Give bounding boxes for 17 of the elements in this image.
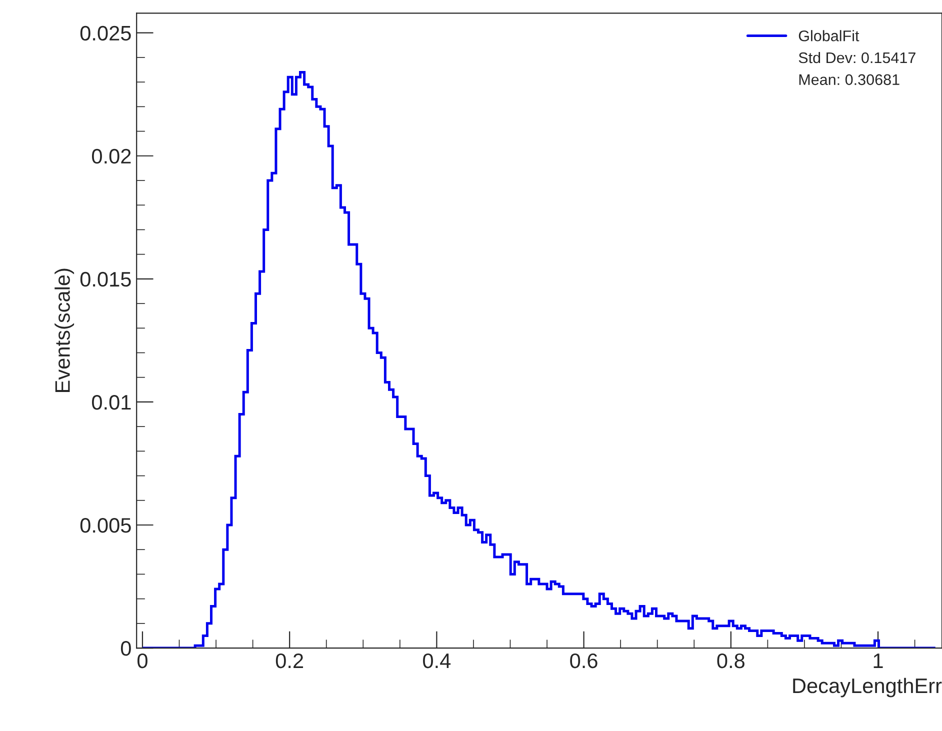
y-tick-label: 0.025 bbox=[80, 26, 131, 41]
x-tick-label: 0 bbox=[137, 653, 148, 668]
x-tick-label: 0.2 bbox=[276, 653, 304, 668]
y-tick-label: 0.015 bbox=[80, 272, 131, 287]
x-tick-label: 1 bbox=[874, 654, 883, 668]
y-tick-label: 0.01 bbox=[92, 394, 131, 410]
annotation: Std Dev: 0.15417 bbox=[798, 52, 916, 64]
x-tick-label: 0.4 bbox=[423, 653, 451, 668]
legend-label: GlobalFit bbox=[798, 30, 860, 42]
annotation: Mean: 0.30681 bbox=[799, 74, 900, 86]
y-tick-label: 0 bbox=[120, 641, 131, 656]
y-axis-title: Events(scale) bbox=[54, 268, 74, 392]
y-tick-label: 0.005 bbox=[80, 518, 131, 533]
x-tick-label: 0.6 bbox=[570, 653, 598, 668]
y-tick-label: 0.02 bbox=[92, 148, 131, 164]
x-axis-title: DecayLengthErr bbox=[793, 678, 942, 698]
x-tick-label: 0.8 bbox=[717, 653, 744, 668]
